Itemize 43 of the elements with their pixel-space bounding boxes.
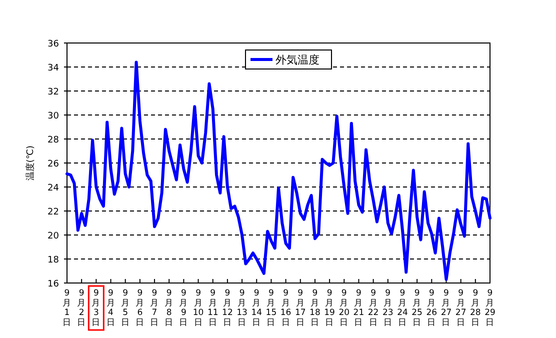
y-tick-label: 26 xyxy=(48,160,60,170)
y-tick-label: 36 xyxy=(48,40,60,50)
x-tick-label: 9月6日 xyxy=(135,288,144,328)
x-tick-label: 9月8日 xyxy=(164,288,174,328)
y-tick-label: 30 xyxy=(48,112,60,122)
x-tick-label: 9月28日 xyxy=(470,288,481,328)
x-tick-label: 9月12日 xyxy=(222,288,233,328)
x-tick-label: 9月10日 xyxy=(192,288,204,328)
x-tick-label: 9月2日 xyxy=(77,288,86,328)
x-tick-label: 9月23日 xyxy=(382,288,394,328)
y-tick-label: 32 xyxy=(48,88,59,98)
x-tick-label: 9月24日 xyxy=(397,288,408,328)
x-tick-label: 9月18日 xyxy=(310,288,320,328)
x-tick-label: 9月4日 xyxy=(106,288,116,328)
x-tick-label: 9月11日 xyxy=(207,288,218,328)
x-tick-label: 9月29日 xyxy=(484,288,496,328)
x-tick-label: 9月25日 xyxy=(412,288,422,328)
legend-label: 外気温度 xyxy=(276,54,320,66)
x-tick-label: 9月26日 xyxy=(426,288,438,328)
x-tick-label: 9月22日 xyxy=(368,288,379,328)
x-tick-label: 9月27日 xyxy=(455,288,466,328)
x-tick-label: 9月27日 xyxy=(440,288,452,328)
x-tick-label: 9月3日 xyxy=(92,288,101,328)
x-tick-label: 9月9日 xyxy=(179,288,188,328)
x-tick-label: 9月20日 xyxy=(338,288,350,328)
x-tick-label: 9月19日 xyxy=(324,288,335,328)
x-tick-label: 9月21日 xyxy=(353,288,364,328)
x-tick-label: 9月15日 xyxy=(266,288,277,328)
y-tick-label: 18 xyxy=(48,256,60,266)
x-tick-label: 9月5日 xyxy=(120,288,130,328)
x-tick-label: 9月16日 xyxy=(280,288,292,328)
y-axis-title: 温度(℃) xyxy=(25,145,36,181)
x-tick-label: 9月1日 xyxy=(62,288,72,328)
x-tick-label: 9月14日 xyxy=(251,288,262,328)
y-tick-label: 22 xyxy=(48,208,59,218)
x-tick-label: 9月7日 xyxy=(150,288,160,328)
y-tick-label: 20 xyxy=(48,232,60,242)
y-tick-label: 24 xyxy=(48,184,60,194)
x-tick-label: 9月17日 xyxy=(294,288,306,328)
y-tick-label: 28 xyxy=(48,136,60,146)
x-tick-label: 9月13日 xyxy=(236,288,248,328)
y-tick-label: 16 xyxy=(48,280,60,290)
y-tick-label: 34 xyxy=(48,64,60,74)
